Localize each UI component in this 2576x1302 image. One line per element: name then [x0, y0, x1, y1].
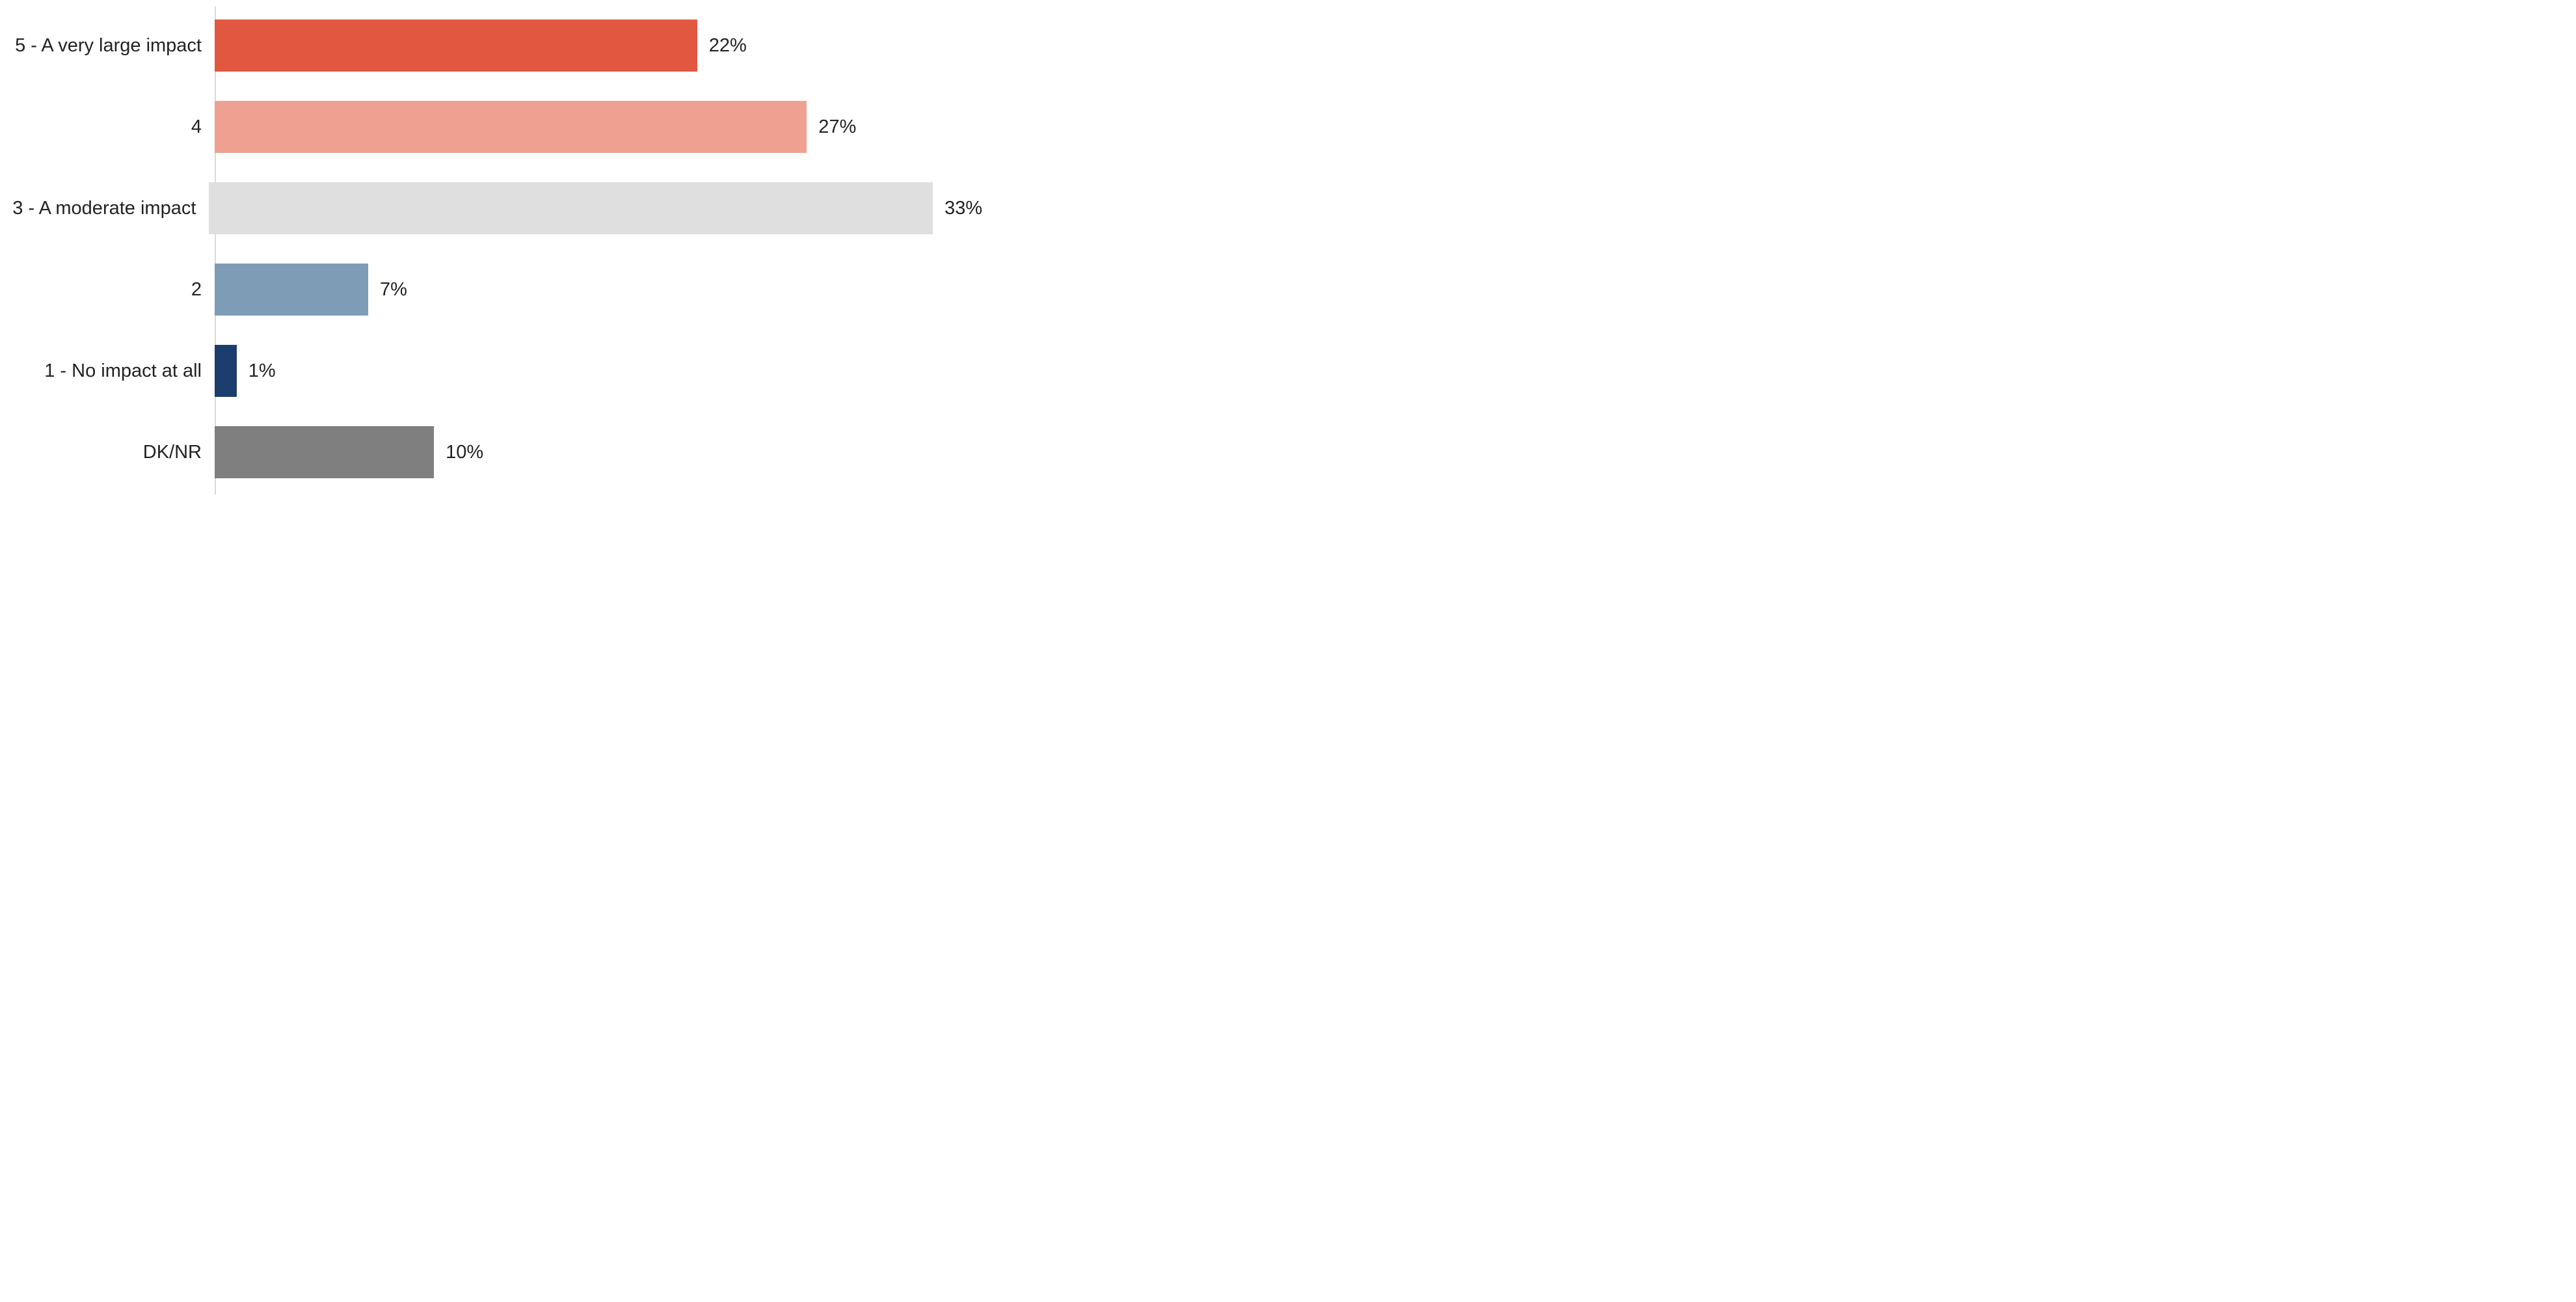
bar-cell: 27%: [215, 101, 982, 153]
bar-cell: 7%: [215, 264, 982, 316]
bar-row: 1 - No impact at all 1%: [0, 345, 982, 397]
bar: [215, 101, 807, 153]
value-label: 22%: [709, 35, 747, 57]
value-label: 10%: [446, 442, 483, 463]
bar: [209, 182, 933, 234]
bar-row: DK/NR 10%: [0, 426, 982, 478]
category-label: DK/NR: [0, 442, 215, 463]
chart-rows: 5 - A very large impact22%427%3 - A mode…: [0, 7, 982, 495]
bar-row: 5 - A very large impact 22%: [0, 20, 982, 72]
category-label: 2: [0, 279, 215, 301]
category-label: 5 - A very large impact: [0, 35, 215, 57]
bar-row: 4 27%: [0, 101, 982, 153]
bar: [215, 345, 237, 397]
bar-cell: 1%: [215, 345, 982, 397]
bar-cell: 33%: [209, 182, 982, 234]
category-label: 1 - No impact at all: [0, 360, 215, 382]
value-label: 27%: [818, 116, 856, 138]
impact-bar-chart: 5 - A very large impact22%427%3 - A mode…: [0, 0, 989, 501]
bar: [215, 264, 368, 316]
value-label: 7%: [380, 279, 407, 301]
bar: [215, 426, 434, 478]
bar: [215, 20, 697, 72]
bar-cell: 10%: [215, 426, 982, 478]
category-label: 3 - A moderate impact: [0, 198, 209, 219]
value-label: 33%: [945, 198, 982, 219]
bar-cell: 22%: [215, 20, 982, 72]
bar-row: 2 7%: [0, 264, 982, 316]
value-label: 1%: [248, 360, 276, 382]
category-label: 4: [0, 116, 215, 138]
bar-row: 3 - A moderate impact 33%: [0, 182, 982, 234]
